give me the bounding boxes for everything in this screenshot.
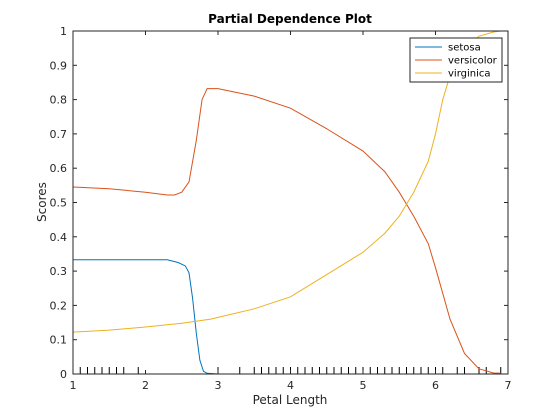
y-tick-label: 0.7: [50, 128, 68, 141]
x-tick-label: 4: [287, 379, 294, 392]
y-tick-label: 0.5: [50, 197, 68, 210]
y-tick-label: 1: [60, 25, 67, 38]
axes: 1 2 3 4 5 6 7 0 0.1 0.2 0.3 0.4 0.5 0.6 0.7 0.8 0.9 1: [50, 25, 512, 392]
y-tick-label: 0.9: [50, 59, 68, 72]
chart-title: Partial Dependence Plot: [208, 12, 372, 26]
x-tick-label: 1: [70, 379, 77, 392]
y-tick-label: 0.4: [50, 231, 68, 244]
x-axis-title: Petal Length: [253, 393, 328, 407]
y-tick-label: 0.6: [50, 162, 68, 175]
x-tick-label: 3: [215, 379, 222, 392]
plot-area: [73, 31, 508, 374]
y-tick-label: 0.2: [50, 299, 68, 312]
y-tick-label: 0: [60, 368, 67, 381]
y-tick-label: 0.3: [50, 265, 68, 278]
x-tick-label: 2: [142, 379, 149, 392]
x-tick-label: 5: [360, 379, 367, 392]
legend-label-virginica: virginica: [448, 69, 491, 80]
x-tick-label: 7: [505, 379, 512, 392]
x-tick-label: 6: [432, 379, 439, 392]
legend: setosa versicolor virginica: [409, 37, 503, 83]
series-line-versicolor: [72, 88, 501, 374]
y-axis-title: Scores: [35, 182, 49, 222]
y-tick-label: 0.1: [50, 334, 68, 347]
legend-label-versicolor: versicolor: [448, 56, 498, 67]
y-tick-label: 0.8: [50, 94, 68, 107]
legend-label-setosa: setosa: [448, 43, 481, 54]
legend-box: [409, 37, 503, 83]
